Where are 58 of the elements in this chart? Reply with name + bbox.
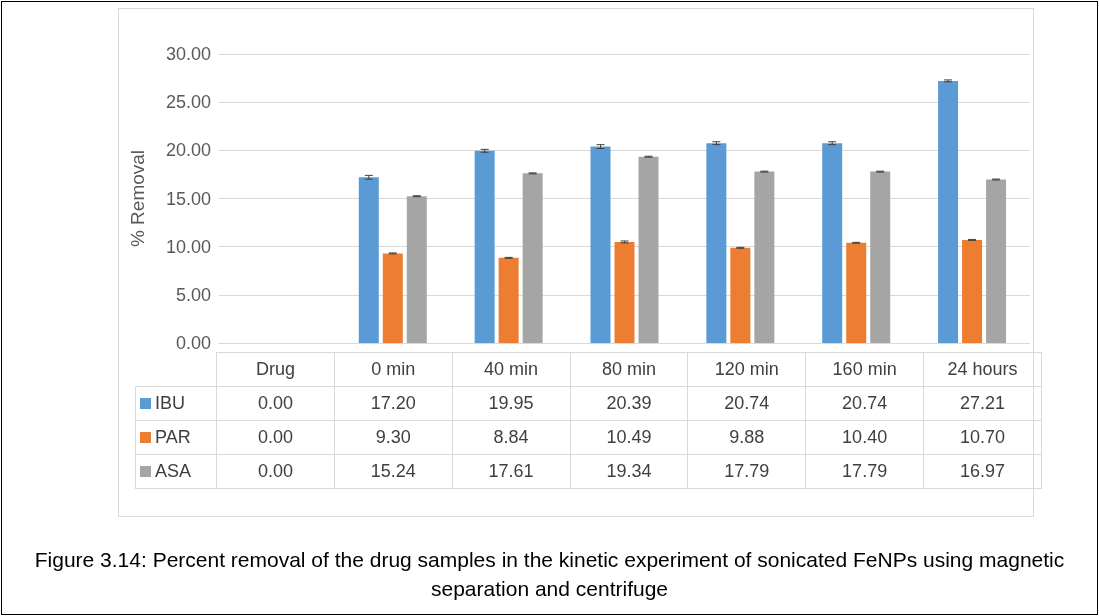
data-label: 9.30: [334, 420, 453, 455]
data-label: 17.20: [334, 386, 453, 421]
data-label: 27.21: [923, 386, 1042, 421]
y-tick-label: 25.00: [165, 92, 211, 113]
data-label: 15.24: [334, 454, 453, 489]
data-label: 10.40: [805, 420, 924, 455]
legend-label: IBU: [135, 386, 217, 421]
data-label: 17.79: [805, 454, 924, 489]
x-tick-label: 80 min: [570, 352, 688, 387]
bar: [706, 143, 727, 343]
y-tick-label: 30.00: [165, 44, 211, 64]
bar: [730, 247, 751, 343]
bar: [938, 80, 959, 343]
bar: [754, 171, 775, 343]
data-label: 17.79: [687, 454, 806, 489]
x-tick-label: Drug: [216, 352, 335, 387]
data-label: 8.84: [452, 420, 571, 455]
y-tick-label: 15.00: [165, 188, 211, 209]
bar: [382, 253, 403, 343]
data-label: 19.95: [452, 386, 571, 421]
legend-label: ASA: [135, 454, 217, 489]
bar: [406, 196, 427, 343]
bar: [962, 239, 983, 343]
y-axis-title: % Removal: [127, 149, 148, 248]
bar: [986, 179, 1007, 343]
bar: [822, 143, 843, 343]
data-label: 0.00: [216, 420, 335, 455]
x-tick-label: 160 min: [805, 352, 924, 387]
x-tick-label: 0 min: [334, 352, 453, 387]
bar: [474, 150, 495, 343]
x-tick-label: 120 min: [687, 352, 806, 387]
bar: [358, 177, 379, 343]
data-label: 20.39: [570, 386, 688, 421]
x-tick-label: 40 min: [452, 352, 571, 387]
bar: [846, 242, 867, 343]
bar: [638, 156, 659, 343]
data-label: 20.74: [805, 386, 924, 421]
data-label: 19.34: [570, 454, 688, 489]
bar: [870, 171, 891, 343]
text: Figure 3.14: Percent removal of the drug samples in the kinetic experiment of sonicated FeNPs using magnetic separation and centrifuge: [33, 547, 1066, 602]
bar: [614, 241, 635, 343]
x-tick-label: 24 hours: [923, 352, 1042, 387]
data-label: 17.61: [452, 454, 571, 489]
y-tick-label: 0.00: [175, 333, 211, 353]
bar: [522, 173, 543, 343]
bar: [590, 146, 611, 343]
data-label: 10.49: [570, 420, 688, 455]
data-label: 20.74: [687, 386, 806, 421]
data-label: 0.00: [216, 386, 335, 421]
bar: [498, 257, 519, 343]
data-label: 16.97: [923, 454, 1042, 489]
data-label: 10.70: [923, 420, 1042, 455]
data-label: 9.88: [687, 420, 806, 455]
y-tick-label: 5.00: [175, 284, 211, 305]
legend-label: PAR: [135, 420, 217, 455]
y-tick-label: 20.00: [165, 140, 211, 161]
y-tick-label: 10.00: [165, 236, 211, 257]
data-label: 0.00: [216, 454, 335, 489]
